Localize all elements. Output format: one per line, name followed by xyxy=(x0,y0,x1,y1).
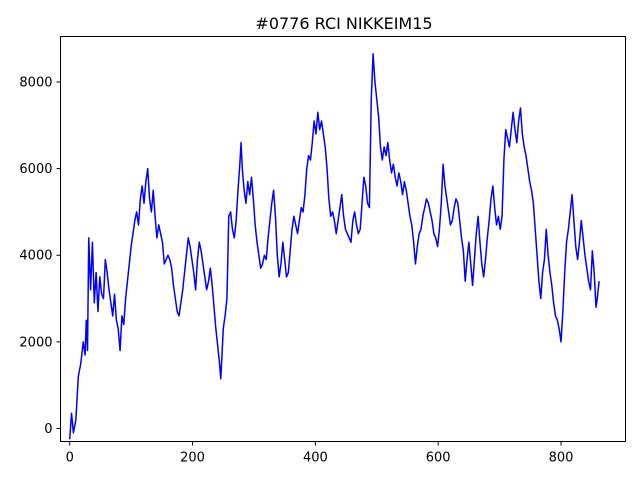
y-tick-label: 0 xyxy=(44,422,52,437)
x-tick-label: 0 xyxy=(66,451,74,466)
y-tick-label: 6000 xyxy=(19,162,52,177)
x-tick-label: 800 xyxy=(549,451,574,466)
x-tick-label: 600 xyxy=(426,451,451,466)
x-tick-label: 200 xyxy=(180,451,205,466)
y-tick-label: 4000 xyxy=(19,249,52,264)
y-tick-label: 8000 xyxy=(19,75,52,90)
plot-frame xyxy=(60,36,626,442)
y-tick-label: 2000 xyxy=(19,335,52,350)
series-line-0 xyxy=(68,53,600,440)
plot-area xyxy=(68,53,600,440)
x-tick-label: 400 xyxy=(303,451,328,466)
chart-title: #0776 RCI NIKKEIM15 xyxy=(255,14,432,33)
